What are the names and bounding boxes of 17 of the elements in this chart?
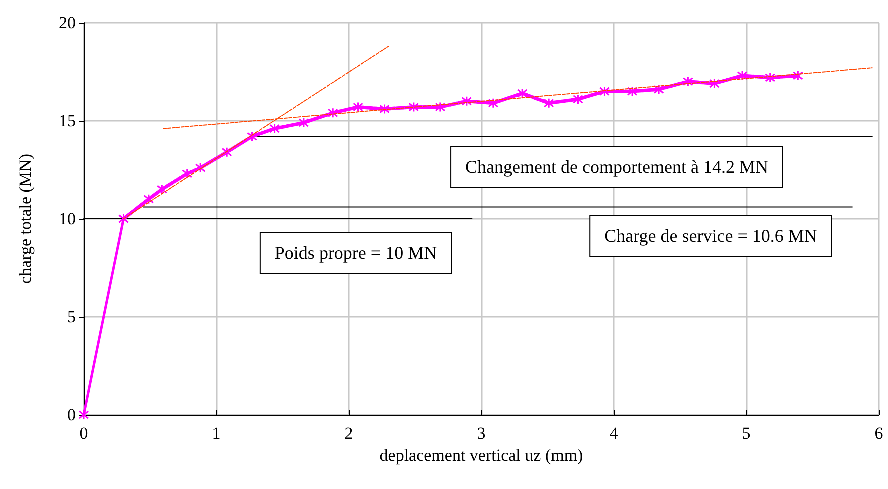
y-tick-label: 10 — [59, 210, 76, 228]
x-tick-label: 4 — [610, 424, 619, 443]
y-tick-label: 20 — [59, 14, 76, 32]
y-tick-label: 5 — [68, 308, 76, 326]
x-axis-title: deplacement vertical uz (mm) — [380, 446, 584, 465]
y-tick-label: 0 — [68, 406, 76, 424]
x-tick-label: 3 — [477, 424, 486, 443]
annotation: Charge de service = 10.6 MN — [604, 226, 818, 246]
annotation: Changement de comportement à 14.2 MN — [466, 157, 768, 177]
x-tick-label: 5 — [742, 424, 751, 443]
x-tick-label: 6 — [874, 424, 884, 443]
x-tick-label: 2 — [344, 424, 354, 443]
annotation: Poids propre = 10 MN — [274, 243, 438, 263]
y-axis-title: charge totale (MN) — [16, 154, 35, 284]
x-tick-label: 0 — [80, 424, 88, 443]
y-tick-label: 15 — [59, 112, 76, 130]
x-tick-label: 1 — [212, 424, 221, 443]
